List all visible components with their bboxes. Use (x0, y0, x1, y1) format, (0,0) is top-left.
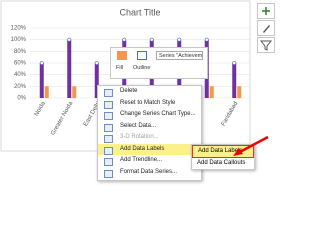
menu-icon (104, 89, 113, 97)
menu-item[interactable]: Add Trendline... (98, 155, 201, 167)
menu-label: Add Data Labels (120, 145, 165, 152)
selection-handle (204, 37, 209, 42)
screen: {"chart":{"title":"Chart Title", "ylim":… (0, 0, 275, 181)
menu-label: Change Series Chart Type... (120, 111, 196, 117)
selection-handle (67, 37, 72, 42)
series-dropdown[interactable]: Series "Achievement" (156, 51, 203, 60)
mini-toolbar: Fill Outline Series "Achievement" (110, 47, 208, 79)
menu-item[interactable]: Format Data Series... (98, 167, 201, 179)
menu-label: Add Trendline... (120, 157, 163, 163)
y-tick-label: 120% (11, 26, 27, 32)
bar (94, 63, 99, 98)
selection-handle (149, 37, 154, 42)
menu-label: Format Data Series... (120, 168, 178, 175)
chart-title: Chart Title (119, 7, 160, 17)
selection-handle (94, 61, 99, 65)
menu-item[interactable]: Delete (98, 86, 201, 98)
menu-item[interactable]: 3-D Rotation... (98, 132, 201, 144)
selection-handle (122, 37, 127, 42)
menu-item[interactable]: Change Series Chart Type... (98, 109, 201, 121)
y-tick-label: 100% (11, 37, 27, 43)
outline-icon[interactable] (137, 51, 147, 60)
menu-icon (104, 169, 113, 178)
submenu: Add Data Labels Add Data Callouts (191, 144, 255, 170)
menu-label: 3-D Rotation... (120, 134, 159, 140)
y-tick-label: 20% (14, 84, 27, 90)
selection-handle (232, 61, 237, 65)
y-tick-label: 80% (14, 49, 27, 55)
bar (232, 63, 237, 98)
y-tick-label: 60% (14, 61, 27, 67)
menu-label: Delete (120, 88, 138, 94)
y-tick-label: 40% (14, 72, 27, 78)
menu-icon (104, 100, 113, 109)
menu-item[interactable]: Add Data Labels▶ (98, 143, 201, 155)
bar (72, 86, 77, 98)
chart-elements-button[interactable] (257, 3, 275, 19)
selection-handle (39, 61, 44, 65)
bar (39, 63, 44, 98)
menu-icon (104, 123, 113, 132)
menu-item[interactable]: Reset to Match Style (98, 98, 201, 110)
submenu-item[interactable]: Add Data Labels (192, 145, 254, 158)
menu-item[interactable]: Select Data... (98, 121, 201, 133)
menu-icon (104, 112, 113, 120)
menu-icon (104, 146, 113, 155)
submenu-item[interactable]: Add Data Callouts (197, 160, 246, 166)
bar (67, 39, 72, 98)
context-menu: Delete Reset to Match Style Change Series … (97, 85, 202, 181)
menu-label: Select Data... (120, 122, 157, 129)
menu-label: Reset to Match Style (120, 99, 176, 106)
chart-filters-button[interactable] (257, 37, 275, 53)
bar (237, 86, 242, 98)
selection-handle (177, 37, 182, 42)
fill-icon[interactable] (117, 51, 127, 60)
outline-label[interactable]: Outline (133, 65, 151, 71)
y-tick-label: 0% (17, 96, 26, 102)
menu-icon (104, 135, 113, 143)
bar (209, 86, 214, 98)
fill-label[interactable]: Fill (116, 65, 124, 71)
chart-styles-button[interactable] (257, 20, 275, 36)
bar (44, 86, 49, 98)
menu-icon (104, 158, 113, 166)
